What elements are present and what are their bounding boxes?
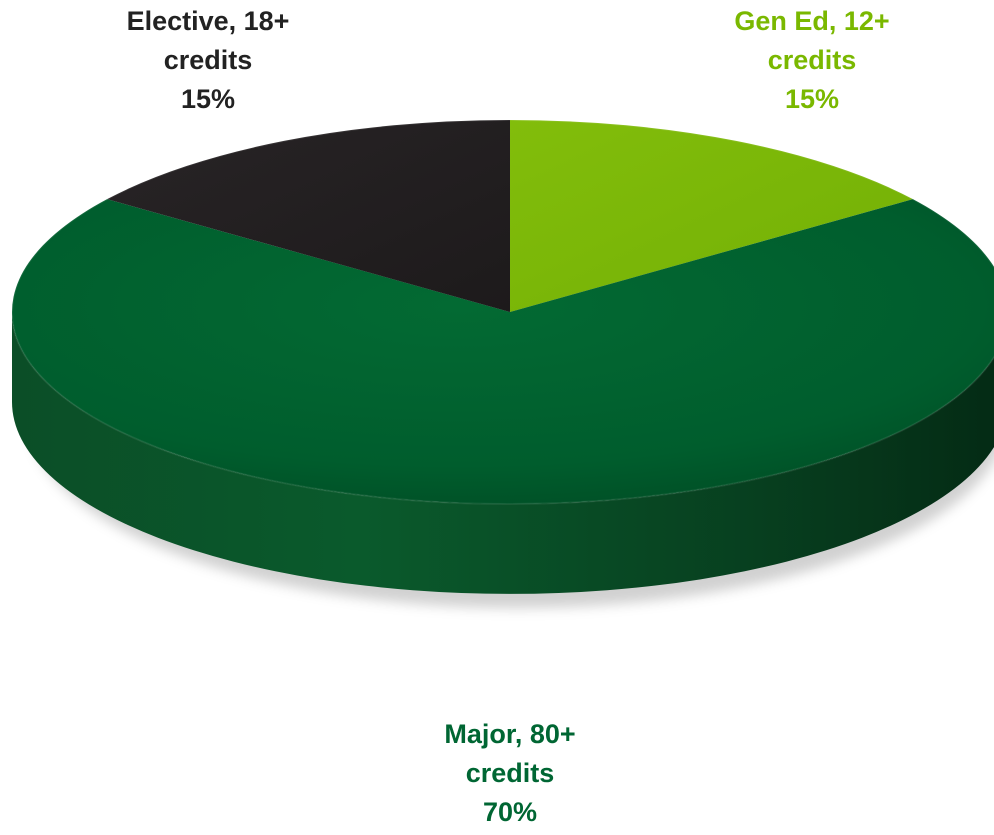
label-elective-line1: Elective, 18+ [126, 6, 290, 36]
label-elective: Elective, 18+ credits 15% [108, 2, 308, 119]
pie-side [12, 312, 994, 594]
label-elective-line2: credits [163, 45, 253, 75]
slice-major-side [12, 312, 994, 594]
label-major-line1: Major, 80+ [444, 719, 576, 749]
slice-elective [107, 120, 511, 312]
label-gened-line1: Gen Ed, 12+ [734, 6, 890, 36]
slice-gen-ed [510, 120, 913, 312]
label-major: Major, 80+ credits 70% [395, 715, 625, 832]
slice-major [12, 199, 994, 505]
label-gened-line2: credits [767, 45, 857, 75]
label-major-pct: 70% [482, 797, 538, 827]
label-elective-pct: 15% [180, 84, 236, 114]
label-gened-pct: 15% [784, 84, 840, 114]
label-major-line2: credits [465, 758, 555, 788]
pie-top [11, 119, 994, 505]
pie-rim [11, 119, 994, 505]
label-gened: Gen Ed, 12+ credits 15% [712, 2, 912, 119]
